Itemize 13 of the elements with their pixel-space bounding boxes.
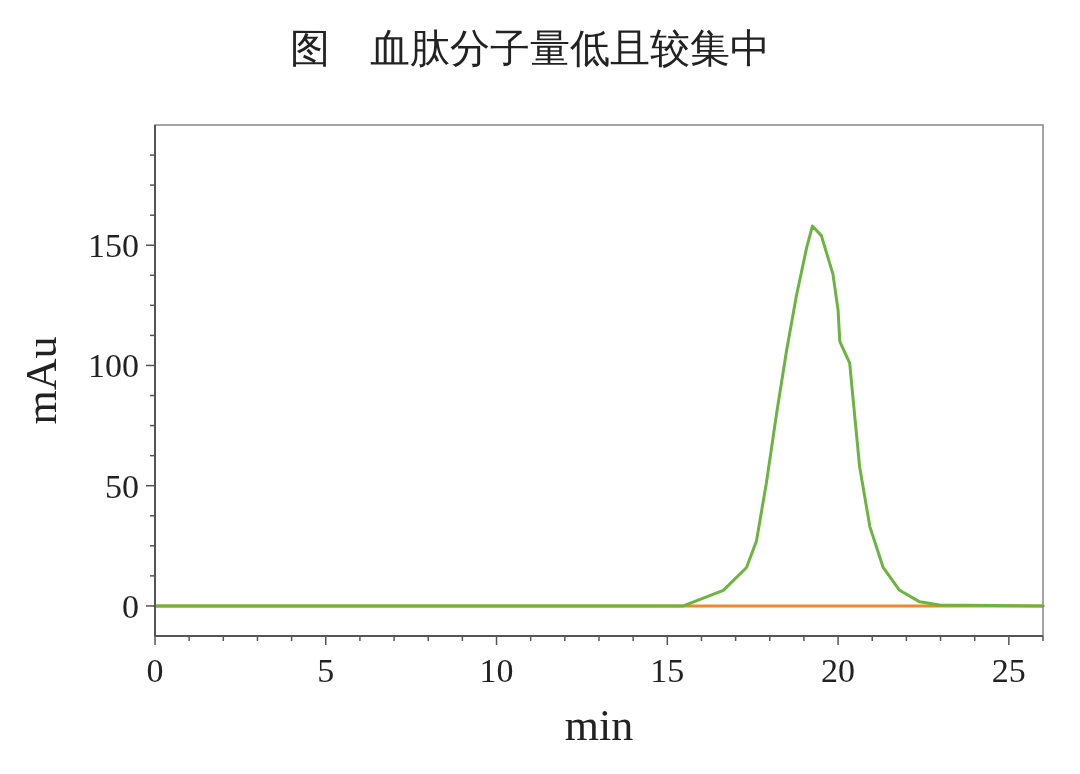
y-tick-label: 0	[122, 587, 139, 625]
chart-title: 图 血肽分子量低且较集中	[290, 25, 770, 71]
x-tick-label: 25	[991, 652, 1026, 689]
x-tick-label: 10	[479, 652, 514, 689]
x-tick-label: 15	[650, 652, 685, 689]
x-tick-label: 20	[821, 652, 856, 689]
x-tick-label: 0	[146, 652, 164, 689]
x-tick-label: 5	[317, 652, 335, 689]
y-tick-label: 50	[105, 467, 139, 505]
y-tick-label: 150	[88, 227, 139, 265]
y-tick-label: 100	[88, 347, 139, 385]
y-axis-title: mAu	[17, 336, 66, 425]
x-axis-title: min	[564, 701, 634, 750]
